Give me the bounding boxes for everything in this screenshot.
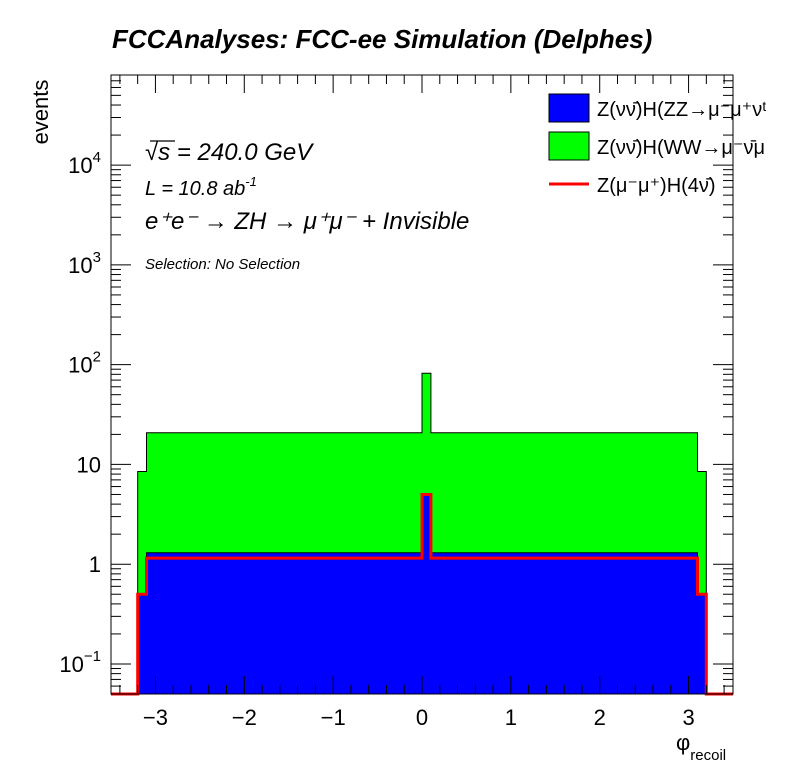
- series-lines: [111, 493, 733, 696]
- series-line-1: [111, 493, 733, 696]
- legend-label-1: Z(νν̄)H(ZZ→μ⁻μ⁺νᵗ: [597, 99, 767, 121]
- x-axis-label: φrecoil: [676, 730, 726, 764]
- x-tick-label: 1: [505, 705, 517, 730]
- legend: Z(νν̄)H(ZZ→μ⁻μ⁺νᵗ Z(νν̄)H(WW→μ⁻ν̄μ Z(μ⁻μ⁺)…: [548, 93, 767, 197]
- sqrt-s-annotation: √s = 240.0 GeV: [145, 139, 314, 166]
- luminosity-annotation: L = 10.8 ab-1: [145, 174, 257, 200]
- y-tick-label: 103: [68, 249, 101, 278]
- y-axis-label: events: [28, 80, 53, 145]
- legend-label-2: Z(νν̄)H(WW→μ⁻ν̄μ: [597, 137, 765, 159]
- x-axis-label-subscript: recoil: [690, 747, 726, 764]
- x-tick-label: 0: [416, 705, 428, 730]
- legend-swatch-2: [548, 131, 590, 161]
- y-tick-label: 1: [89, 552, 101, 577]
- legend-swatch-1: [548, 93, 590, 123]
- y-tick-label: 10−1: [59, 648, 101, 677]
- selection-annotation: Selection: No Selection: [145, 256, 300, 273]
- x-tick-label: −3: [143, 705, 168, 730]
- legend-label-3: Z(μ⁻μ⁺)H(4ν̄): [597, 175, 716, 197]
- x-tick-label: −1: [321, 705, 346, 730]
- process-annotation: e⁺e⁻ → ZH → μ⁺μ⁻ + Invisible: [145, 208, 469, 235]
- x-tick-label: −2: [232, 705, 257, 730]
- x-tick-label: 2: [594, 705, 606, 730]
- svg-text:√s = 240.0 GeV: √s = 240.0 GeV: [145, 139, 314, 166]
- axes: −3 −2 −1 0 1 2 3 10−1 1 10 102 103 104: [59, 75, 733, 730]
- chart-title: FCCAnalyses: FCC-ee Simulation (Delphes): [112, 24, 652, 54]
- x-tick-label: 3: [682, 705, 694, 730]
- y-tick-label: 10: [77, 452, 101, 477]
- y-tick-label: 104: [68, 149, 101, 178]
- y-tick-label: 102: [68, 349, 101, 378]
